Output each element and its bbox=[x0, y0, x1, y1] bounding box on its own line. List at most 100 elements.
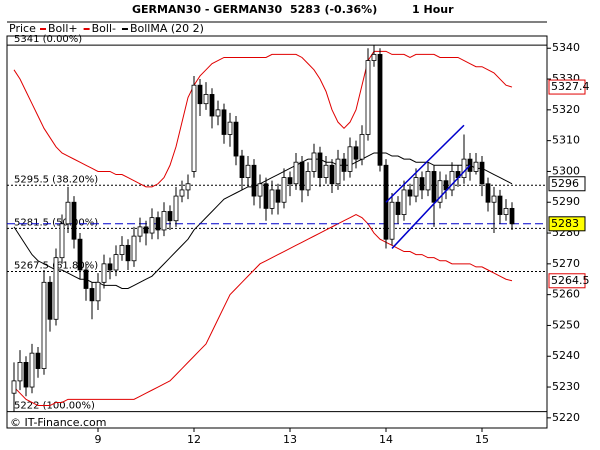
candle-body bbox=[491, 195, 497, 203]
plot-frame bbox=[6, 35, 548, 429]
candle-body bbox=[293, 161, 299, 185]
candle-body bbox=[419, 177, 425, 191]
value-box-label: 5283 bbox=[551, 217, 579, 230]
candle-body bbox=[47, 281, 53, 320]
candle-body bbox=[155, 217, 161, 231]
candle-body bbox=[341, 158, 347, 172]
candle-body bbox=[185, 183, 191, 191]
candle-body bbox=[131, 235, 137, 262]
candle-body bbox=[275, 189, 281, 203]
y-tick-label: 5260 bbox=[552, 288, 580, 301]
candle-body bbox=[389, 201, 395, 240]
y-tick-label: 5310 bbox=[552, 134, 580, 147]
candle-body bbox=[107, 263, 113, 271]
candle-body bbox=[365, 60, 371, 135]
price-label: Price bbox=[9, 22, 36, 35]
candle-body bbox=[161, 211, 167, 231]
candle-body bbox=[473, 161, 479, 172]
candle-body bbox=[431, 171, 437, 203]
candle-body bbox=[263, 183, 269, 209]
candle-body bbox=[233, 121, 239, 157]
value-box-label: 5264.5 bbox=[551, 274, 590, 287]
trendline bbox=[385, 124, 465, 203]
candle-body bbox=[311, 152, 317, 172]
band-line bbox=[13, 213, 513, 407]
candle-body bbox=[143, 226, 149, 234]
candle-body bbox=[137, 226, 143, 237]
candle-body bbox=[335, 158, 341, 185]
candle-body bbox=[35, 352, 41, 369]
candle-body bbox=[269, 189, 275, 209]
candle-body bbox=[479, 161, 485, 185]
x-tick-label: 14 bbox=[379, 433, 393, 446]
candle-body bbox=[407, 189, 413, 197]
x-tick-label: 13 bbox=[283, 433, 297, 446]
candle-body bbox=[101, 263, 107, 283]
trendline bbox=[391, 164, 471, 249]
candle-body bbox=[299, 161, 305, 191]
candle-body bbox=[245, 164, 251, 178]
candle-body bbox=[251, 164, 257, 197]
candle-body bbox=[53, 257, 59, 320]
candle-body bbox=[359, 134, 365, 160]
candle-body bbox=[509, 207, 515, 225]
candle-body bbox=[71, 201, 77, 240]
y-tick-label: 5270 bbox=[552, 257, 580, 270]
candle-body bbox=[65, 201, 71, 225]
candle-body bbox=[191, 84, 197, 172]
y-tick-label: 5320 bbox=[552, 103, 580, 116]
value-box bbox=[548, 176, 586, 192]
candle-body bbox=[347, 146, 353, 172]
y-tick-label: 5240 bbox=[552, 349, 580, 362]
candle-body bbox=[401, 189, 407, 215]
y-tick-label: 5220 bbox=[552, 411, 580, 424]
candle-body bbox=[461, 158, 467, 178]
x-tick-label: 12 bbox=[187, 433, 201, 446]
price-change: 5283 (-0.36%) bbox=[290, 3, 377, 16]
value-box bbox=[548, 79, 586, 95]
candle-body bbox=[83, 269, 89, 289]
y-tick-label: 5230 bbox=[552, 380, 580, 393]
candle-body bbox=[281, 177, 287, 203]
candle-body bbox=[89, 288, 95, 302]
candle-body bbox=[413, 177, 419, 197]
candle-body bbox=[437, 180, 443, 203]
value-box bbox=[548, 273, 586, 289]
candle-body bbox=[239, 155, 245, 178]
fib-label: 5295.5 (38.20%) bbox=[14, 174, 98, 185]
candle-body bbox=[371, 54, 377, 61]
timeframe: 1 Hour bbox=[412, 3, 454, 16]
candle-body bbox=[203, 94, 209, 105]
candle-body bbox=[149, 217, 155, 234]
candle-body bbox=[221, 109, 227, 135]
fib-label: 5281.5 (50.00%) bbox=[14, 217, 98, 228]
candle-body bbox=[317, 152, 323, 179]
legend-label: Boll+ bbox=[48, 22, 78, 35]
candle-body bbox=[329, 164, 335, 185]
chart-title: GERMAN30 - GERMAN30 bbox=[132, 3, 283, 16]
y-tick-label: 5340 bbox=[552, 41, 580, 54]
fib-label: 5341 (0.00%) bbox=[14, 34, 82, 45]
y-tick-label: 5250 bbox=[552, 318, 580, 331]
legend-label: BollMA (20 2) bbox=[130, 22, 204, 35]
fib-label: 5222 (100.00%) bbox=[14, 401, 95, 412]
candle-body bbox=[449, 171, 455, 191]
y-tick-label: 5290 bbox=[552, 195, 580, 208]
candle-body bbox=[215, 109, 221, 117]
candle-body bbox=[95, 281, 101, 302]
x-tick-label: 15 bbox=[475, 433, 489, 446]
candle-body bbox=[425, 171, 431, 191]
candle-body bbox=[209, 94, 215, 117]
value-box-label: 5327.4 bbox=[551, 80, 590, 93]
candle-body bbox=[497, 195, 503, 215]
candle-body bbox=[323, 164, 329, 178]
candle-body bbox=[17, 361, 23, 382]
candle-body bbox=[395, 201, 401, 215]
candle-body bbox=[179, 189, 185, 197]
candle-body bbox=[485, 183, 491, 203]
candle-body bbox=[257, 183, 263, 197]
watermark: © IT-Finance.com bbox=[10, 416, 107, 429]
candle-body bbox=[59, 223, 65, 259]
